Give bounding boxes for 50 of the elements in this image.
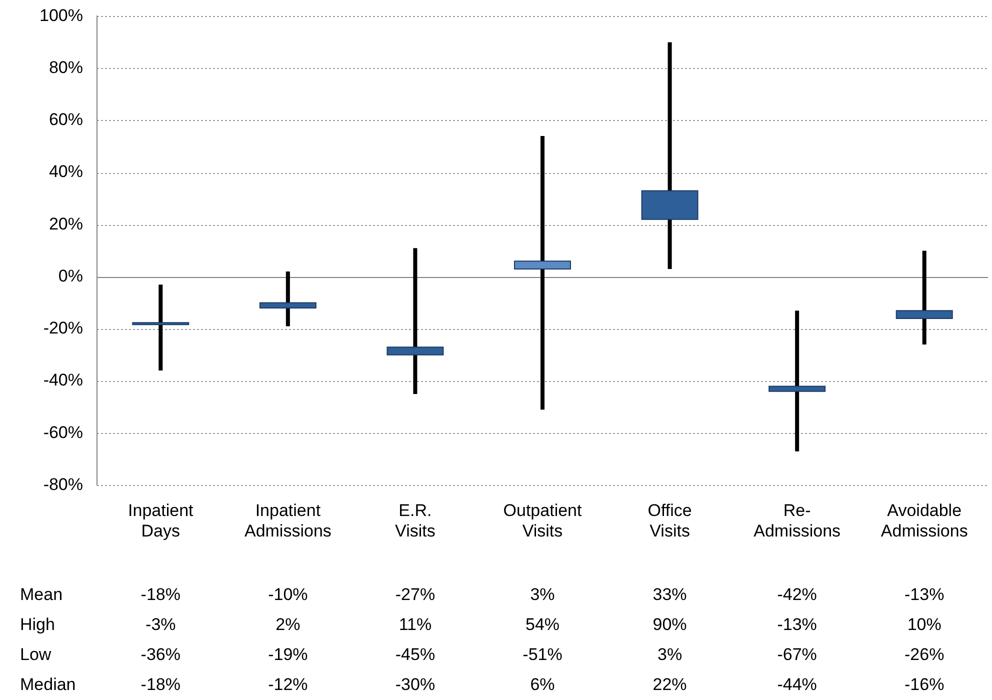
text: Mean	[20, 584, 63, 604]
text: 54%	[525, 614, 560, 634]
x-tick-label: Inpatient Admissions	[244, 501, 332, 540]
text: -42%	[777, 584, 817, 604]
text: -13%	[777, 614, 817, 634]
text: -51%	[522, 644, 562, 664]
text: 11%	[398, 614, 432, 634]
text: 3%	[530, 584, 555, 604]
text: High	[20, 614, 55, 634]
text: -10%	[268, 584, 308, 604]
y-tick-label: 0%	[58, 266, 83, 286]
y-tick-label: -60%	[43, 422, 83, 442]
text: 3%	[657, 644, 682, 664]
x-tick-label: Re-Admissions	[754, 501, 841, 540]
text: Median	[20, 674, 76, 694]
text: -3%	[146, 614, 176, 634]
y-tick-label: -20%	[43, 318, 83, 338]
x-tick-label: Outpatient Visits	[503, 501, 582, 540]
text: -19%	[268, 644, 308, 664]
y-tick-label: 60%	[48, 110, 83, 130]
y-tick-label: 80%	[48, 58, 83, 77]
text: -13%	[904, 584, 944, 604]
text: 6%	[530, 674, 555, 694]
text: 10%	[907, 614, 942, 634]
text: 33%	[652, 584, 687, 604]
text: -67%	[777, 644, 817, 664]
text: -45%	[395, 644, 436, 664]
text: -44%	[777, 674, 817, 694]
x-tick-label: Office Visits	[648, 501, 692, 540]
text: Low	[20, 644, 52, 664]
text: -30%	[395, 674, 436, 694]
x-tick-label: Avoidable Admissions	[880, 501, 968, 540]
y-tick-label: 40%	[48, 162, 83, 182]
x-tick-label: E.R. Visits	[395, 501, 436, 540]
text: -36%	[140, 644, 180, 664]
x-tick-label: Inpatient Days	[128, 501, 194, 540]
y-tick-label: 20%	[48, 214, 83, 234]
text: -12%	[268, 674, 308, 694]
text: 90%	[652, 614, 687, 634]
y-tick-label: -80%	[43, 474, 83, 494]
text: -16%	[904, 674, 944, 694]
text: -27%	[395, 584, 436, 604]
text: -18%	[140, 584, 180, 604]
text: -26%	[904, 644, 944, 664]
text: 22%	[652, 674, 687, 694]
candlestick	[641, 42, 698, 269]
y-tick-label: 100%	[40, 6, 83, 25]
text: 2%	[276, 614, 300, 634]
text: -18%	[140, 674, 180, 694]
y-tick-label: -40%	[43, 370, 83, 390]
